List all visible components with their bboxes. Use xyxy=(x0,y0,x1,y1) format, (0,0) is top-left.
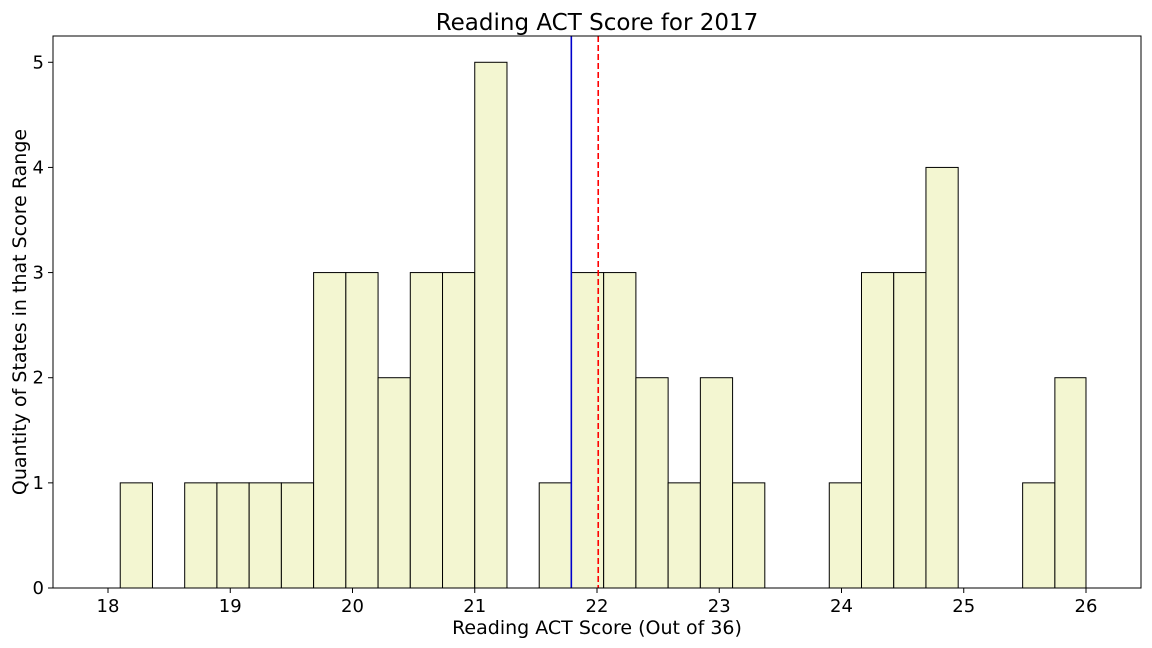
x-tick-label: 20 xyxy=(341,596,364,617)
histogram-bar xyxy=(119,482,153,589)
reference-lines-group xyxy=(570,36,600,588)
histogram-bar xyxy=(313,272,347,589)
x-axis-label: Reading ACT Score (Out of 36) xyxy=(452,617,742,639)
histogram-bar xyxy=(216,482,250,589)
bars-group xyxy=(119,61,1087,589)
x-tick-label: 19 xyxy=(219,596,242,617)
y-tick-label: 2 xyxy=(33,368,44,389)
histogram-bar xyxy=(474,61,508,589)
histogram-bar xyxy=(1022,482,1056,589)
y-tick-label: 0 xyxy=(33,578,44,599)
histogram-bar xyxy=(538,482,572,589)
histogram-bar xyxy=(409,272,444,589)
histogram-bar xyxy=(699,377,734,589)
y-axis: 0 1 2 3 4 5 xyxy=(33,52,53,599)
histogram-bar xyxy=(860,272,895,589)
x-tick-label: 23 xyxy=(708,596,731,617)
histogram-bar xyxy=(1054,377,1087,589)
histogram-bar xyxy=(828,482,862,589)
histogram-bar xyxy=(184,482,218,589)
x-tick-label: 24 xyxy=(830,596,853,617)
y-tick-label: 1 xyxy=(33,473,44,494)
y-axis-label: Quantity of States in that Score Range xyxy=(9,129,31,495)
histogram-bar xyxy=(893,272,927,589)
histogram-bar xyxy=(635,377,669,589)
histogram-bar xyxy=(732,482,766,589)
histogram-bar xyxy=(345,272,379,589)
histogram-bar xyxy=(248,482,282,589)
y-tick-label: 4 xyxy=(33,157,44,178)
x-tick-label: 22 xyxy=(586,596,609,617)
histogram-bar xyxy=(925,166,959,589)
histogram-bar xyxy=(603,272,637,589)
x-tick-label: 18 xyxy=(97,596,120,617)
histogram-bar xyxy=(377,377,411,589)
histogram-bar xyxy=(667,482,701,589)
x-tick-label: 26 xyxy=(1075,596,1098,617)
x-tick-label: 21 xyxy=(463,596,486,617)
histogram-bar xyxy=(442,272,476,589)
y-tick-label: 5 xyxy=(33,52,44,73)
y-tick-label: 3 xyxy=(33,263,44,284)
x-axis: 18 19 20 21 22 23 24 25 26 xyxy=(97,588,1098,617)
x-tick-label: 25 xyxy=(952,596,975,617)
chart-title: Reading ACT Score for 2017 xyxy=(436,10,759,36)
histogram-bar xyxy=(280,482,315,589)
